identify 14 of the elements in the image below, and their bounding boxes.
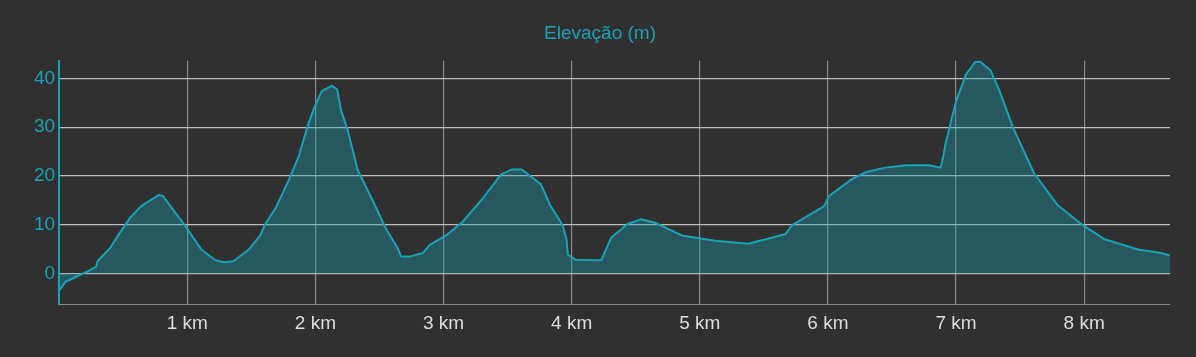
y-tick-label: 0 (44, 261, 56, 283)
y-tick-label: 30 (33, 115, 56, 137)
x-tick-label: 3 km (422, 311, 465, 333)
x-tick-label: 6 km (807, 311, 849, 333)
x-tick-label: 2 km (294, 311, 336, 333)
chart-title: Elevação (m) (544, 21, 656, 43)
x-tick-label: 5 km (679, 311, 721, 333)
x-tick-label: 1 km (166, 311, 208, 333)
y-tick-label: 20 (33, 164, 56, 186)
y-tick-label: 40 (33, 66, 56, 88)
x-tick-label: 7 km (935, 311, 977, 333)
x-tick-label: 4 km (551, 311, 593, 333)
y-tick-label: 10 (33, 212, 56, 234)
x-tick-label: 8 km (1063, 311, 1105, 333)
